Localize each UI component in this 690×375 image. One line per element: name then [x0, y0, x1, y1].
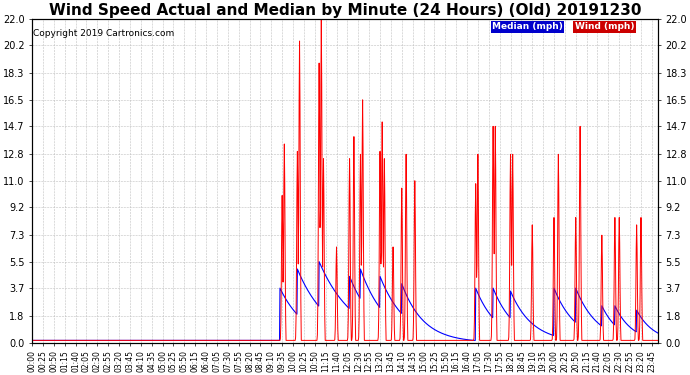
- Title: Wind Speed Actual and Median by Minute (24 Hours) (Old) 20191230: Wind Speed Actual and Median by Minute (…: [49, 3, 641, 18]
- Text: Median (mph): Median (mph): [492, 22, 563, 31]
- Text: Copyright 2019 Cartronics.com: Copyright 2019 Cartronics.com: [33, 28, 175, 38]
- Text: Wind (mph): Wind (mph): [575, 22, 634, 31]
